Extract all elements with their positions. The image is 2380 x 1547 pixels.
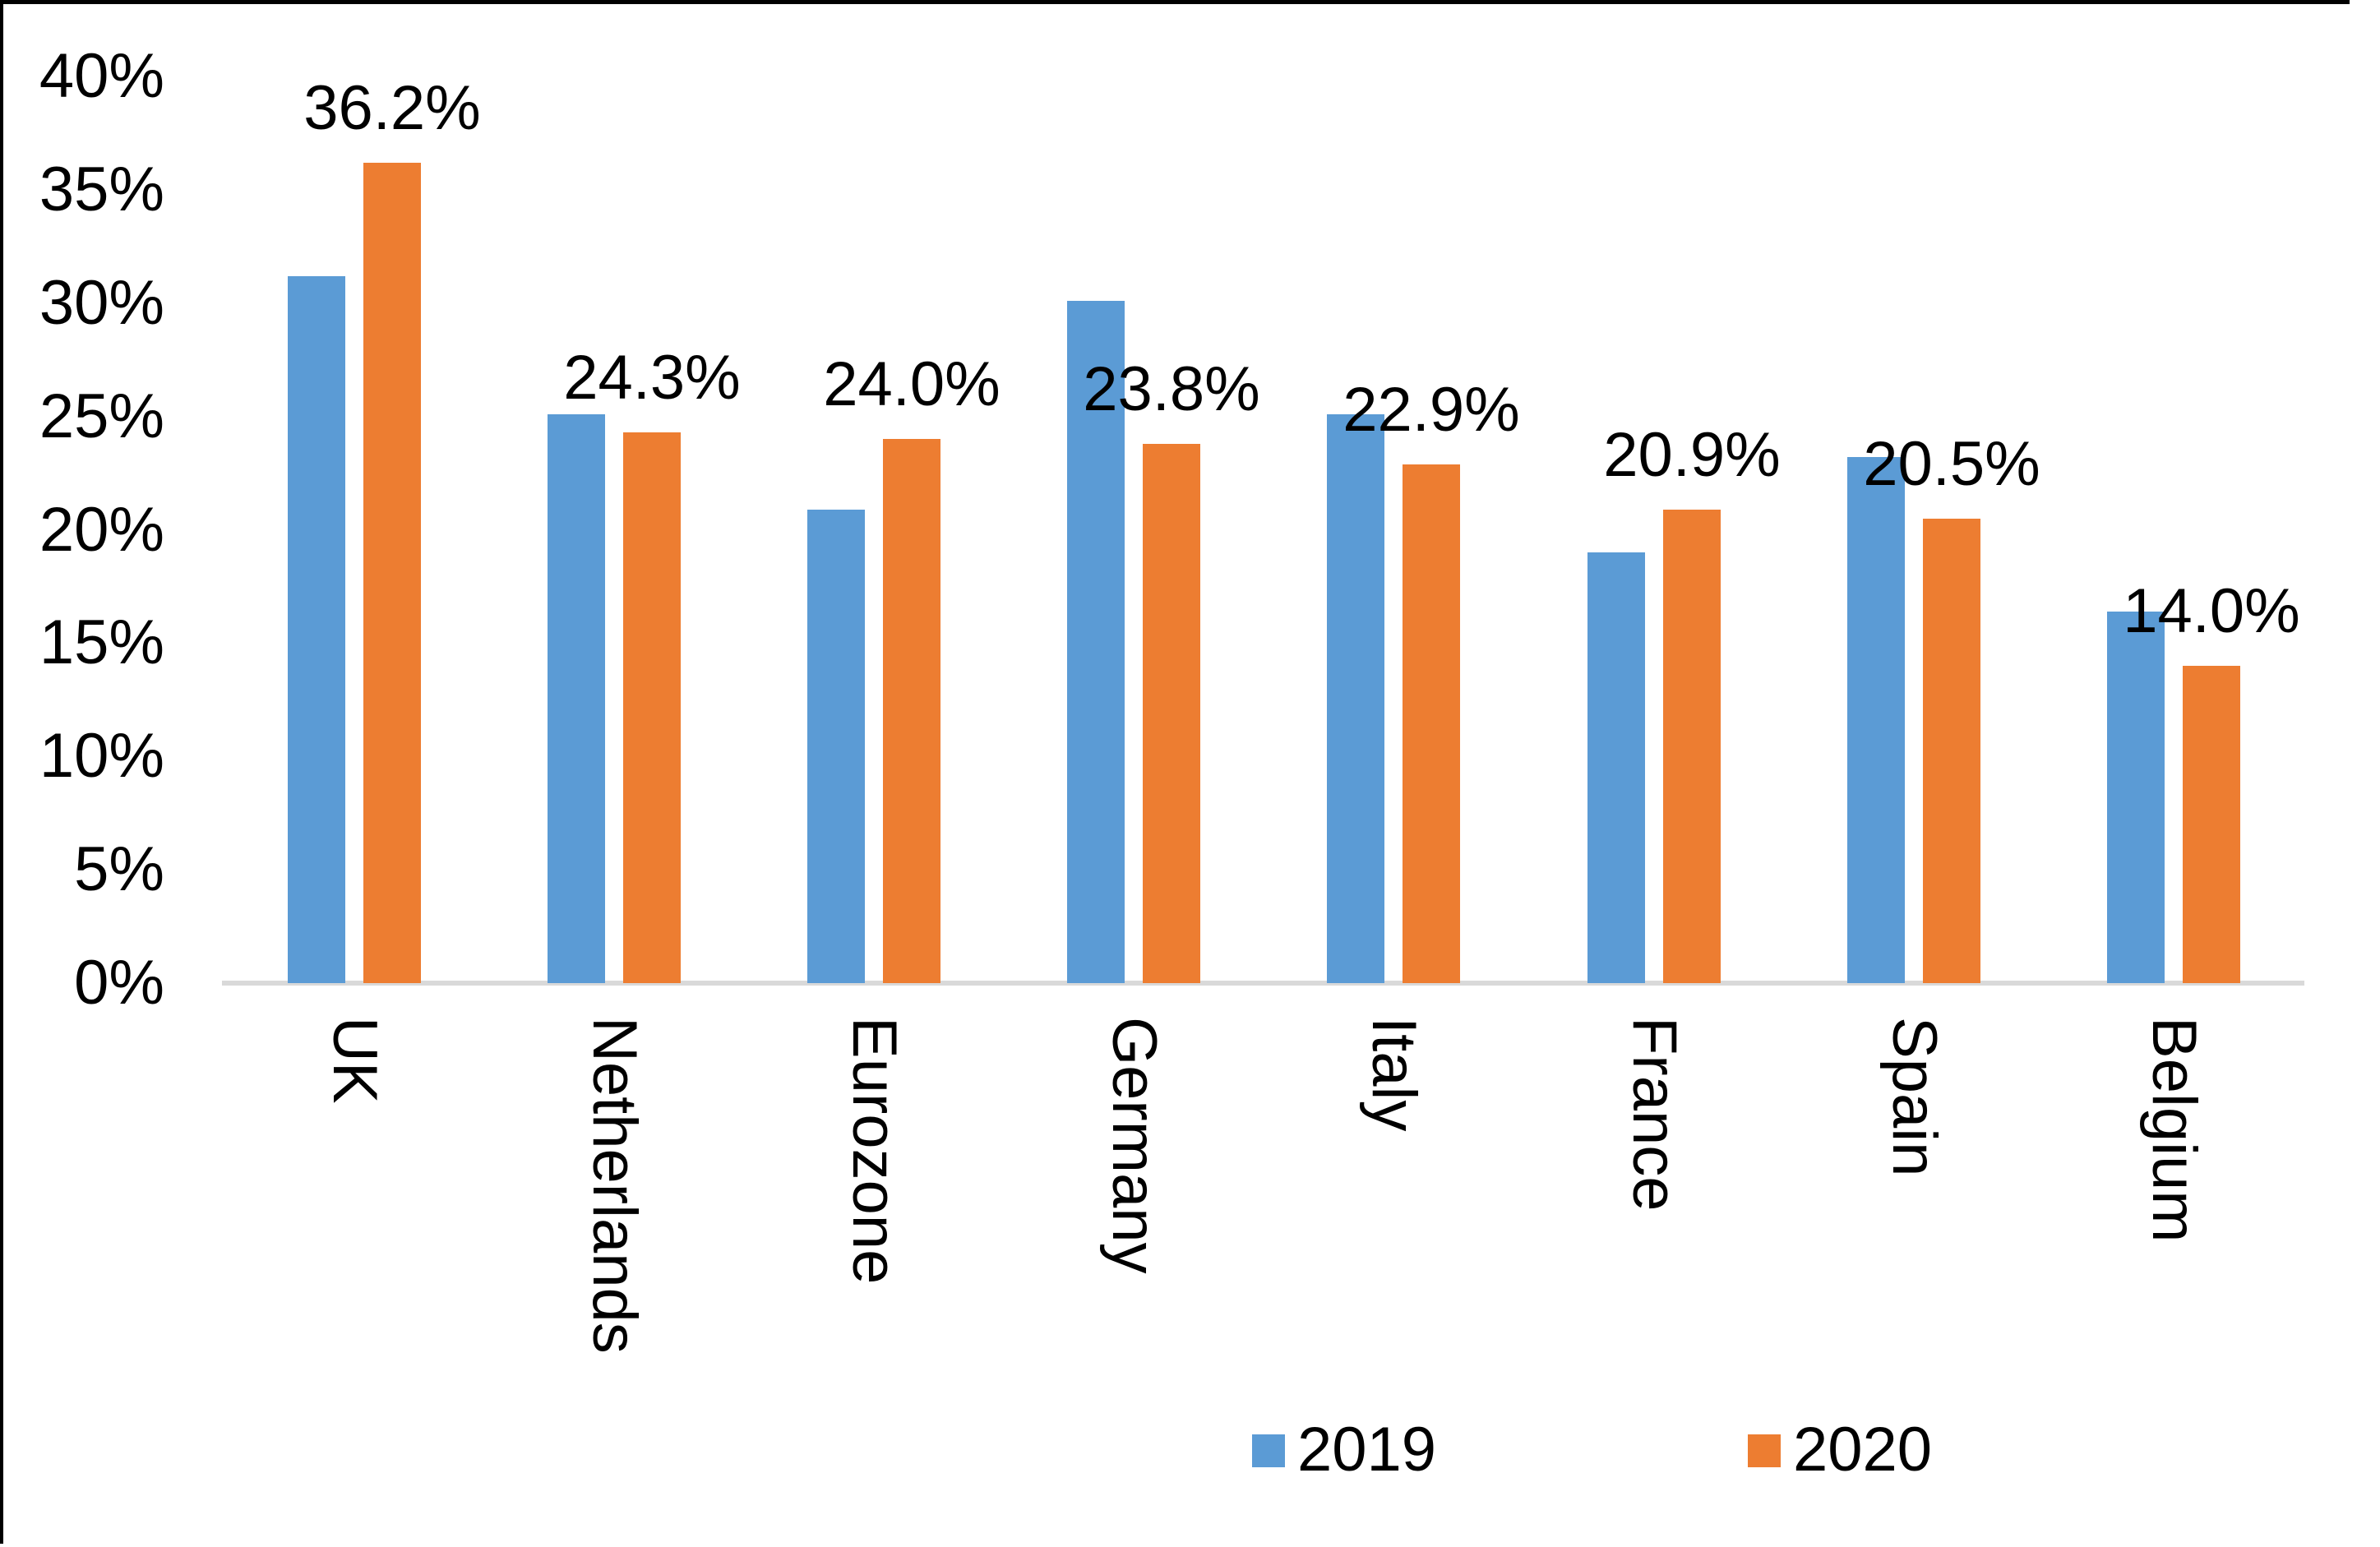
y-axis-label-10: 10% xyxy=(39,721,164,792)
y-axis-label-5: 5% xyxy=(74,834,164,905)
data-label-France: 20.9% xyxy=(1603,419,1781,490)
bar-2019-Belgium xyxy=(2107,612,2165,983)
bar-2020-Belgium xyxy=(2183,666,2240,983)
x-axis-label-Belgium: Belgium xyxy=(2139,1017,2209,1243)
y-axis-label-20: 20% xyxy=(39,494,164,565)
x-axis-line xyxy=(222,981,2304,986)
x-axis-label-Netherlands: Netherlands xyxy=(580,1017,649,1354)
bar-2019-Eurozone xyxy=(807,510,865,983)
y-axis-label-25: 25% xyxy=(39,381,164,451)
data-label-Eurozone: 24.0% xyxy=(823,349,1001,420)
x-axis-label-Spain: Spain xyxy=(1879,1017,1949,1177)
bar-2019-UK xyxy=(288,276,345,983)
data-label-Belgium: 14.0% xyxy=(2123,576,2300,647)
x-axis-label-UK: UK xyxy=(320,1017,390,1104)
bar-2020-Italy xyxy=(1403,464,1460,983)
legend-label-2020: 2020 xyxy=(1793,1415,1933,1485)
bar-2019-France xyxy=(1587,552,1645,983)
data-label-UK: 36.2% xyxy=(303,72,481,143)
x-axis-label-Italy: Italy xyxy=(1359,1017,1429,1132)
bar-2020-Spain xyxy=(1923,519,1980,983)
data-label-Spain: 20.5% xyxy=(1863,428,2040,499)
data-label-Italy: 22.9% xyxy=(1343,374,1520,445)
legend-swatch-2020 xyxy=(1748,1434,1781,1467)
bar-2019-Spain xyxy=(1847,457,1905,983)
y-axis-label-15: 15% xyxy=(39,607,164,678)
bar-2019-Germany xyxy=(1067,301,1125,983)
left-border-line xyxy=(0,0,3,1544)
bar-2019-Italy xyxy=(1327,414,1384,983)
bar-2019-Netherlands xyxy=(548,414,605,983)
x-axis-label-Germany: Germany xyxy=(1099,1017,1169,1274)
x-axis-label-Eurozone: Eurozone xyxy=(839,1017,909,1285)
y-axis-label-30: 30% xyxy=(39,267,164,338)
bar-2020-UK xyxy=(363,163,421,983)
bar-2020-Germany xyxy=(1143,444,1200,983)
y-axis-label-40: 40% xyxy=(39,41,164,112)
bar-2020-Eurozone xyxy=(883,439,940,983)
y-axis-label-35: 35% xyxy=(39,155,164,225)
x-axis-label-France: France xyxy=(1620,1017,1689,1212)
data-label-Germany: 23.8% xyxy=(1083,353,1260,424)
bar-2020-Netherlands xyxy=(623,432,681,983)
data-label-Netherlands: 24.3% xyxy=(563,343,741,413)
legend-swatch-2019 xyxy=(1252,1434,1285,1467)
legend-label-2019: 2019 xyxy=(1297,1415,1437,1485)
y-axis-label-0: 0% xyxy=(74,948,164,1018)
bar-2020-France xyxy=(1663,510,1721,983)
top-border-line xyxy=(0,0,2350,4)
